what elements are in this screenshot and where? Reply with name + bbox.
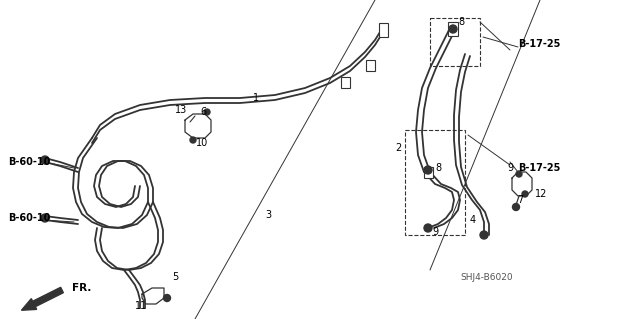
Text: B-17-25: B-17-25	[518, 39, 561, 49]
Circle shape	[204, 109, 210, 115]
Text: 1: 1	[253, 93, 259, 103]
Text: 11: 11	[135, 301, 147, 311]
Text: 8: 8	[458, 17, 464, 27]
Circle shape	[480, 231, 488, 239]
Text: FR.: FR.	[72, 283, 92, 293]
Circle shape	[516, 171, 522, 177]
Bar	[430, 18, 480, 66]
Text: 9: 9	[507, 163, 513, 173]
Text: B-60-10: B-60-10	[8, 213, 51, 223]
Bar	[424, 167, 433, 177]
Text: SHJ4-B6020: SHJ4-B6020	[460, 273, 513, 283]
Text: 10: 10	[196, 138, 208, 148]
Text: 12: 12	[535, 189, 547, 199]
Bar	[340, 77, 349, 87]
Text: 6: 6	[200, 107, 206, 117]
Circle shape	[522, 191, 528, 197]
Circle shape	[449, 25, 457, 33]
Circle shape	[163, 294, 170, 301]
Text: B-17-25: B-17-25	[518, 163, 561, 173]
Circle shape	[41, 156, 49, 164]
Bar	[448, 22, 458, 36]
Text: 3: 3	[265, 210, 271, 220]
Text: 13: 13	[175, 105, 188, 115]
Text: 7: 7	[517, 195, 524, 205]
Bar	[378, 23, 387, 37]
Bar	[405, 130, 465, 235]
Text: B-60-10: B-60-10	[8, 157, 51, 167]
Text: 5: 5	[172, 272, 179, 282]
Bar	[365, 60, 374, 70]
FancyArrow shape	[22, 287, 63, 310]
Circle shape	[41, 214, 49, 222]
Text: 2: 2	[395, 143, 401, 153]
Text: 9: 9	[432, 227, 438, 237]
Circle shape	[424, 224, 432, 232]
Circle shape	[513, 204, 520, 211]
Text: 4: 4	[470, 215, 476, 225]
Circle shape	[190, 137, 196, 143]
Text: 8: 8	[435, 163, 441, 173]
Circle shape	[424, 166, 432, 174]
